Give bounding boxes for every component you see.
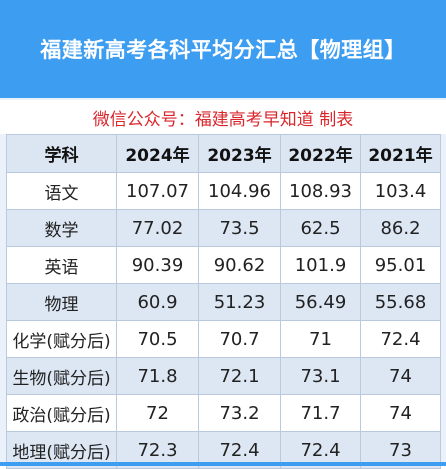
score-cell: 51.23 xyxy=(198,283,281,321)
score-cell: 95.01 xyxy=(360,246,441,284)
table-body: 语文 107.07 104.96 108.93 103.4 数学 77.02 7… xyxy=(6,172,441,469)
score-cell: 70.7 xyxy=(198,320,281,358)
subject-cell: 生物(赋分后) xyxy=(6,357,117,395)
table-row: 物理 60.9 51.23 56.49 55.68 xyxy=(6,283,441,321)
subject-cell: 语文 xyxy=(6,172,117,210)
title-banner: 福建新高考各科平均分汇总【物理组】 xyxy=(0,0,446,98)
subject-cell: 化学(赋分后) xyxy=(6,320,117,358)
header-year-2024: 2024年 xyxy=(116,134,199,173)
table-row: 生物(赋分后) 71.8 72.1 73.1 74 xyxy=(6,357,441,395)
score-cell: 70.5 xyxy=(116,320,199,358)
score-cell: 108.93 xyxy=(280,172,361,210)
score-cell: 101.9 xyxy=(280,246,361,284)
score-cell: 73.5 xyxy=(198,209,281,247)
score-cell: 72 xyxy=(116,394,199,432)
table-row: 英语 90.39 90.62 101.9 95.01 xyxy=(6,246,441,284)
source-subtitle: 微信公众号：福建高考早知道 制表 xyxy=(0,100,446,134)
average-score-table: 学科 2024年 2023年 2022年 2021年 语文 107.07 104… xyxy=(6,134,441,469)
score-cell: 55.68 xyxy=(360,283,441,321)
score-cell: 56.49 xyxy=(280,283,361,321)
header-row: 学科 2024年 2023年 2022年 2021年 xyxy=(6,134,441,173)
score-cell: 71.7 xyxy=(280,394,361,432)
score-cell: 71 xyxy=(280,320,361,358)
header-year-2023: 2023年 xyxy=(198,134,281,173)
score-cell: 90.39 xyxy=(116,246,199,284)
score-cell: 72.4 xyxy=(360,320,441,358)
score-cell: 71.8 xyxy=(116,357,199,395)
table-row: 数学 77.02 73.5 62.5 86.2 xyxy=(6,209,441,247)
header-subject: 学科 xyxy=(6,134,117,173)
score-cell: 73.1 xyxy=(280,357,361,395)
table-row: 政治(赋分后) 72 73.2 71.7 74 xyxy=(6,394,441,432)
score-cell: 60.9 xyxy=(116,283,199,321)
score-cell: 90.62 xyxy=(198,246,281,284)
table-row: 化学(赋分后) 70.5 70.7 71 72.4 xyxy=(6,320,441,358)
score-cell: 104.96 xyxy=(198,172,281,210)
score-cell: 77.02 xyxy=(116,209,199,247)
score-cell: 72.1 xyxy=(198,357,281,395)
header-year-2021: 2021年 xyxy=(360,134,441,173)
score-cell: 74 xyxy=(360,394,441,432)
subject-cell: 物理 xyxy=(6,283,117,321)
subject-cell: 数学 xyxy=(6,209,117,247)
score-cell: 103.4 xyxy=(360,172,441,210)
table-header: 学科 2024年 2023年 2022年 2021年 xyxy=(6,134,441,173)
bottom-accent-bar xyxy=(0,462,446,466)
subject-cell: 英语 xyxy=(6,246,117,284)
score-cell: 73.2 xyxy=(198,394,281,432)
score-cell: 107.07 xyxy=(116,172,199,210)
subject-cell: 政治(赋分后) xyxy=(6,394,117,432)
score-cell: 74 xyxy=(360,357,441,395)
table-row: 语文 107.07 104.96 108.93 103.4 xyxy=(6,172,441,210)
score-cell: 86.2 xyxy=(360,209,441,247)
score-cell: 62.5 xyxy=(280,209,361,247)
page-title: 福建新高考各科平均分汇总【物理组】 xyxy=(40,38,406,62)
header-year-2022: 2022年 xyxy=(280,134,361,173)
